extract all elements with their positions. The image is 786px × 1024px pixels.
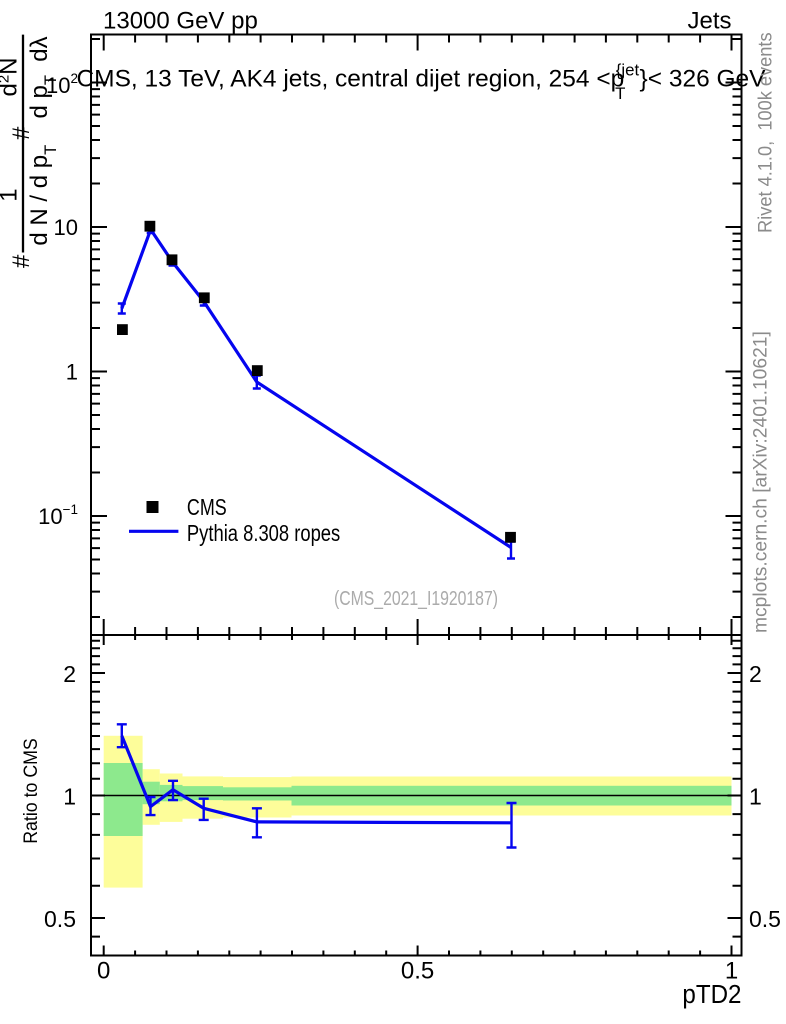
svg-text:(CMS_2021_I1920187): (CMS_2021_I1920187) [334, 586, 498, 611]
svg-text:13000 GeV pp: 13000 GeV pp [103, 7, 258, 34]
svg-text:1: 1 [725, 958, 738, 985]
svg-text:pTD2: pTD2 [682, 980, 741, 1009]
svg-text:CMS: CMS [187, 495, 227, 521]
svg-text:1: 1 [63, 784, 76, 810]
svg-text:d2N: d2N [0, 57, 22, 96]
svg-text:0.5: 0.5 [401, 958, 434, 985]
svg-text:Pythia 8.308 ropes: Pythia 8.308 ropes [187, 521, 340, 546]
svg-text:#: # [8, 126, 35, 140]
svg-text:mcplots.cern.ch [arXiv:2401.10: mcplots.cern.ch [arXiv:2401.10621] [751, 331, 772, 633]
svg-text:Ratio to CMS: Ratio to CMS [19, 738, 41, 844]
svg-text:2: 2 [63, 661, 76, 687]
svg-text:0.5: 0.5 [749, 906, 781, 932]
svg-text:Rivet 4.1.0, 100k events: Rivet 4.1.0, 100k events [754, 32, 775, 233]
svg-text:10: 10 [54, 215, 78, 240]
svg-text:#: # [8, 254, 35, 268]
svg-text:1: 1 [0, 188, 22, 201]
svg-text:0.5: 0.5 [44, 906, 76, 932]
svg-text:1: 1 [66, 359, 78, 384]
svg-text:2: 2 [749, 661, 762, 687]
svg-text:1: 1 [749, 784, 762, 810]
svg-text:0: 0 [97, 958, 110, 985]
svg-text:Jets: Jets [687, 7, 731, 34]
